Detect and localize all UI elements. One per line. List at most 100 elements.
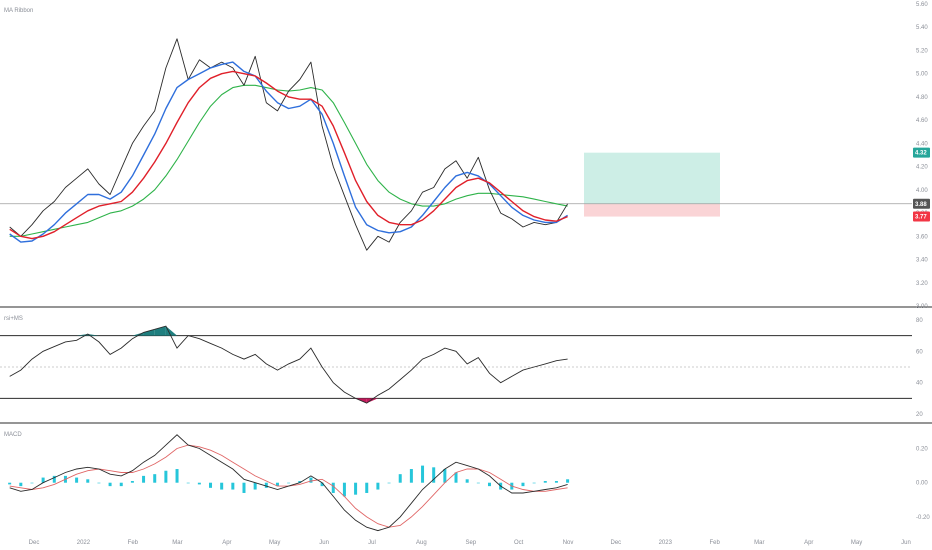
macd-histogram-bar xyxy=(8,482,12,485)
macd-histogram-bar xyxy=(521,482,525,487)
macd-histogram-bar xyxy=(532,482,536,484)
x-axis-tick: Jun xyxy=(319,540,329,546)
current-price-badge xyxy=(913,198,930,209)
macd-histogram-bar xyxy=(409,469,413,483)
macd-histogram-bar xyxy=(119,482,123,487)
rsi-pane-title: rsi+MS xyxy=(4,316,23,322)
price-y-tick: 4.40 xyxy=(916,141,928,147)
rsi-y-tick: 80 xyxy=(916,318,923,324)
x-axis-tick: Feb xyxy=(710,540,721,546)
macd-y-tick: -0.20 xyxy=(916,515,930,521)
macd-histogram-bar xyxy=(331,482,335,493)
ma_mid-line xyxy=(9,70,568,240)
target-price-badge xyxy=(913,147,930,158)
x-axis-tick: Feb xyxy=(128,540,139,546)
macd-histogram-bar xyxy=(398,474,402,483)
x-axis-tick: Jul xyxy=(368,540,376,546)
rsi-pane: 20 40 60 80 xyxy=(0,318,923,418)
current-price-badge-label: 3.88 xyxy=(915,202,927,208)
price-y-tick: 3.00 xyxy=(916,304,928,310)
price-y-tick: 3.60 xyxy=(916,234,928,240)
macd-histogram-bar xyxy=(264,482,268,488)
x-axis-tick: Nov xyxy=(563,540,574,546)
macd-histogram-bar xyxy=(52,475,56,483)
macd-histogram-bar xyxy=(298,481,302,483)
macd-histogram-bar xyxy=(97,482,101,484)
rsi-line xyxy=(9,325,568,404)
macd-histogram-bar xyxy=(376,482,380,490)
macd-histogram-bar xyxy=(30,482,34,484)
stop-zone xyxy=(584,203,720,217)
x-axis-tick: Jun xyxy=(901,540,911,546)
macd-histogram-bar xyxy=(443,469,447,483)
macd-histogram-bar xyxy=(253,482,257,490)
rsi-y-tick: 60 xyxy=(916,349,923,355)
macd-histogram-bar xyxy=(108,482,112,487)
x-axis-tick: Sep xyxy=(465,540,476,546)
macd-histogram-bar xyxy=(142,475,146,483)
macd-histogram-bar xyxy=(75,477,79,483)
price-line xyxy=(9,38,568,251)
x-axis-tick: Apr xyxy=(804,540,813,546)
rsi-overbought-fill xyxy=(165,326,178,336)
x-axis-tick: 2023 xyxy=(659,540,673,546)
macd-histogram-bar xyxy=(432,467,436,483)
macd-histogram-bar xyxy=(320,482,324,487)
macd-histogram-bar xyxy=(454,472,458,483)
macd-histogram-bar xyxy=(543,481,547,483)
x-axis-tick: Mar xyxy=(754,540,764,546)
macd-histogram-bar xyxy=(487,482,491,487)
macd-y-tick: 0.00 xyxy=(916,481,928,487)
x-axis-tick: Dec xyxy=(611,540,622,546)
macd-histogram-bar xyxy=(197,482,201,485)
macd-histogram-bar xyxy=(365,482,369,493)
macd-histogram-bar xyxy=(242,482,246,493)
rsi-overbought-fill xyxy=(132,332,144,336)
x-axis-tick: 2022 xyxy=(77,540,91,546)
macd-histogram-bar xyxy=(186,482,190,484)
stop-price-badge-label: 3.77 xyxy=(915,215,927,221)
price-y-tick: 4.60 xyxy=(916,118,928,124)
macd-histogram-bar xyxy=(19,482,23,487)
x-axis-tick: Oct xyxy=(514,540,524,546)
macd-histogram-bar xyxy=(164,470,168,483)
macd-histogram-bar xyxy=(220,482,224,490)
macd-histogram-bar xyxy=(287,482,291,484)
x-axis: Dec 2022 Feb Mar Apr May Jun Jul Aug Sep Oct Nov Dec… xyxy=(29,540,911,546)
macd-histogram-bar xyxy=(86,479,90,483)
macd-histogram-bar xyxy=(476,482,480,484)
rsi-oversold-fill xyxy=(366,398,378,404)
macd-histogram-bar xyxy=(130,481,134,483)
macd-histogram-bar xyxy=(421,465,425,483)
macd-pane: 0.20 0.00 -0.20 xyxy=(8,434,930,532)
x-axis-tick: Aug xyxy=(416,540,427,546)
macd-line xyxy=(9,434,568,532)
price-pane: 3.003.203.403.603.804.004.204.404.604.80… xyxy=(0,2,930,310)
price-y-tick: 5.40 xyxy=(916,25,928,31)
macd-histogram-bar xyxy=(554,481,558,483)
macd-histogram-bar xyxy=(566,479,570,483)
macd-histogram-bar xyxy=(354,482,358,495)
x-axis-tick: May xyxy=(851,540,862,546)
macd-pane-title: MACD xyxy=(4,432,22,438)
rsi-overbought-fill xyxy=(143,329,155,336)
price-y-tick: 5.60 xyxy=(916,2,928,8)
rsi-y-tick: 20 xyxy=(916,412,923,418)
x-axis-tick: Mar xyxy=(172,540,182,546)
macd-histogram-bar xyxy=(275,482,279,487)
price-y-tick: 5.00 xyxy=(916,72,928,78)
macd-histogram-bar xyxy=(153,474,157,483)
macd-histogram-bar xyxy=(41,477,45,483)
target-zone xyxy=(584,152,720,204)
x-axis-tick: Apr xyxy=(222,540,231,546)
macd-histogram-bar xyxy=(342,482,346,497)
price-y-tick: 3.40 xyxy=(916,258,928,264)
stop-price-badge xyxy=(913,211,930,222)
macd-histogram-bar xyxy=(387,482,391,484)
macd-histogram-bar xyxy=(209,482,213,488)
macd-histogram-bar xyxy=(231,482,235,490)
target-price-badge-label: 4.32 xyxy=(915,151,927,157)
x-axis-tick: Dec xyxy=(29,540,40,546)
rsi-overbought-fill xyxy=(87,334,99,336)
